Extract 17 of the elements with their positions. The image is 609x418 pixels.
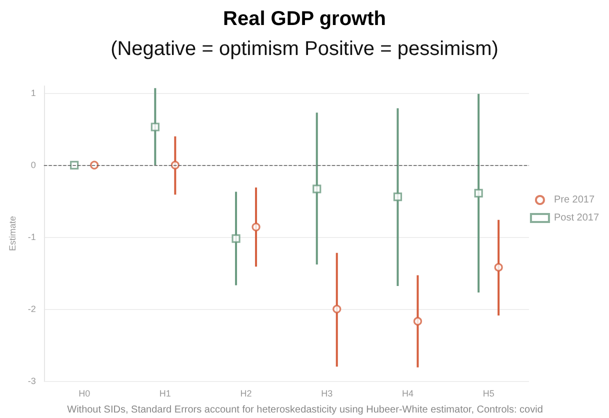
x-tick-label: H3 — [321, 388, 333, 398]
x-tick-label: H4 — [402, 388, 414, 398]
x-tick-label: H2 — [240, 388, 252, 398]
legend-label: Post 2017 — [554, 212, 600, 224]
x-tick-label: H0 — [78, 388, 90, 398]
chart-subtitle: (Negative = optimism Positive = pessimism) — [110, 38, 498, 60]
y-tick-label: -2 — [28, 304, 36, 314]
x-tick-label: H1 — [159, 388, 171, 398]
y-tick-label: -3 — [28, 376, 36, 386]
y-tick-label: -1 — [28, 232, 36, 242]
y-tick-label: 0 — [30, 160, 36, 170]
x-tick-label: H5 — [482, 388, 494, 398]
chart-title: Real GDP growth — [223, 8, 386, 30]
y-tick-label: 1 — [30, 88, 36, 98]
legend-label: Pre 2017 — [554, 194, 595, 206]
text: Without SIDs, Standard Errors account for heteroskedasticity using Hubeer-White estimator, Controls: covid — [67, 404, 543, 416]
y-axis-title: Estimate — [8, 216, 18, 252]
